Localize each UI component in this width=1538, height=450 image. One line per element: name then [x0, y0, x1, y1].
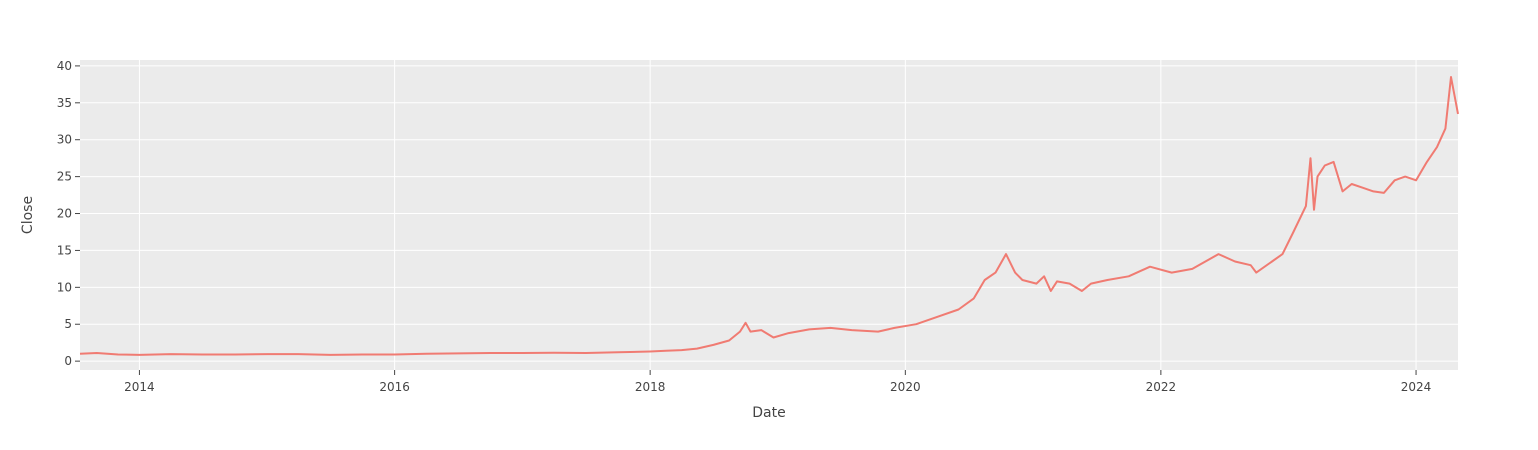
y-tick-label: 10 — [57, 280, 72, 294]
x-tick-label: 2016 — [379, 380, 410, 394]
x-axis-title: Date — [752, 405, 785, 421]
y-tick-label: 20 — [57, 207, 72, 221]
y-tick-label: 5 — [64, 317, 72, 331]
y-tick-label: 40 — [57, 59, 72, 73]
x-tick-label: 2014 — [124, 380, 155, 394]
plot-area-background — [80, 60, 1458, 370]
close-price-line — [79, 76, 1459, 356]
x-tick-label: 2018 — [635, 380, 666, 394]
y-tick-label: 15 — [57, 243, 72, 257]
y-tick-label: 25 — [57, 170, 72, 184]
y-tick-label: 35 — [57, 96, 72, 110]
y-tick-label: 30 — [57, 133, 72, 147]
y-axis-ticks: 0 5 10 15 20 25 30 35 40 — [57, 59, 80, 368]
x-axis-ticks: 2014 2016 2018 2020 2022 2024 — [124, 370, 1431, 394]
y-axis-title: Close — [20, 196, 36, 234]
x-tick-label: 2024 — [1401, 380, 1432, 394]
x-tick-label: 2022 — [1146, 380, 1177, 394]
gridlines — [80, 60, 1458, 370]
x-tick-label: 2020 — [890, 380, 921, 394]
y-tick-label: 0 — [64, 354, 72, 368]
series-layer — [79, 76, 1459, 356]
